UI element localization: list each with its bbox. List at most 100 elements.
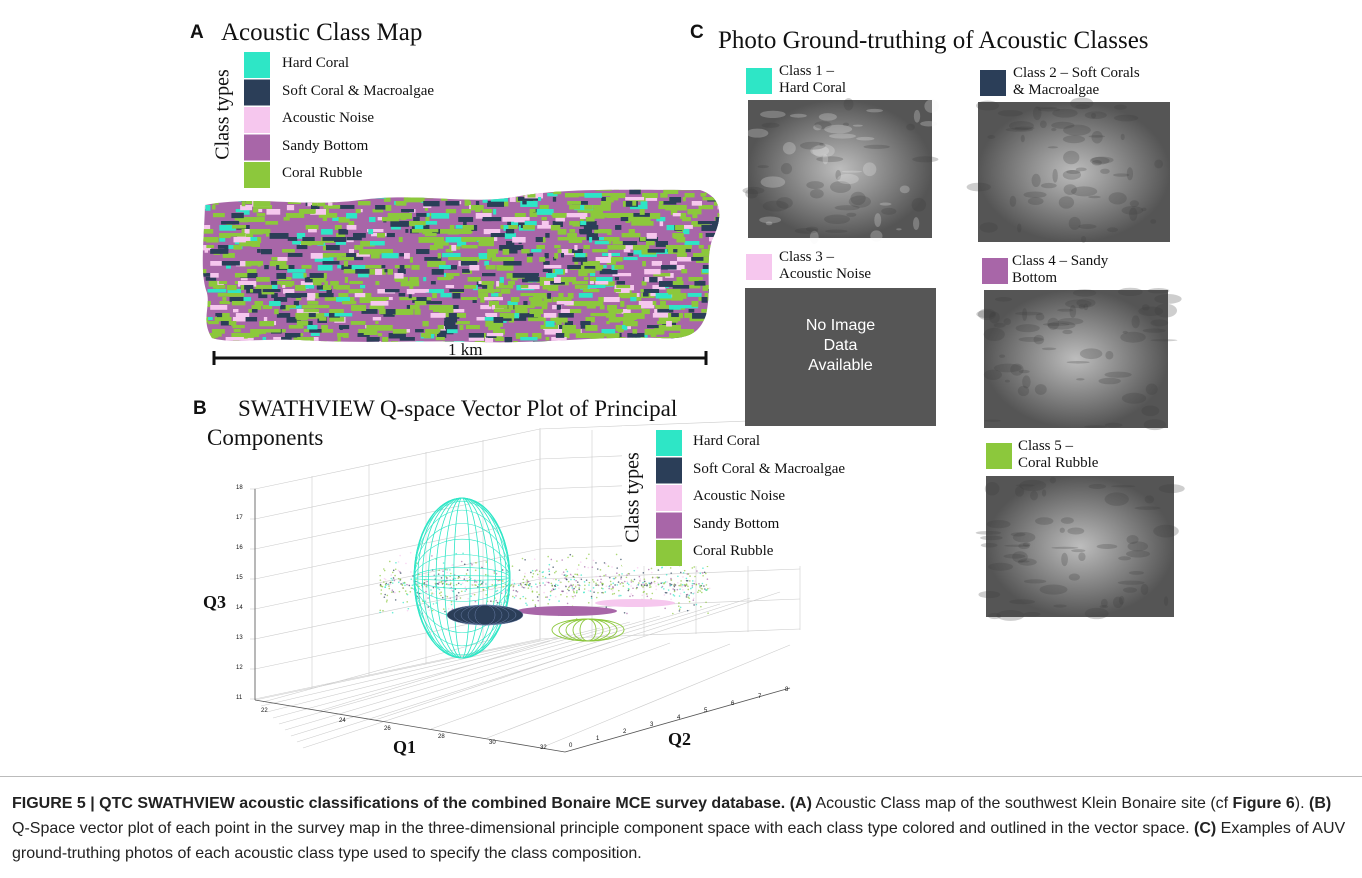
photo-texture xyxy=(1010,364,1023,376)
scatter-dot xyxy=(668,589,670,591)
map-patch xyxy=(212,205,215,210)
map-patch xyxy=(542,305,548,309)
map-patch xyxy=(207,289,226,293)
scatter-dot xyxy=(623,585,625,587)
photo-texture xyxy=(1048,146,1059,148)
map-patch xyxy=(396,201,407,206)
map-patch xyxy=(234,329,241,332)
photo-texture xyxy=(1040,120,1047,128)
map-patch xyxy=(205,249,208,253)
photo-texture xyxy=(864,145,890,149)
scatter-dot xyxy=(385,584,387,586)
photo-texture xyxy=(1121,134,1125,140)
photo-texture xyxy=(1010,196,1017,207)
scatter-dot xyxy=(515,595,517,597)
map-patch xyxy=(415,329,424,332)
photo-texture xyxy=(763,201,789,212)
map-patch xyxy=(407,197,422,202)
map-patch xyxy=(235,273,247,278)
scatter-dot xyxy=(549,599,551,601)
scatter-dot xyxy=(409,585,411,587)
scatter-dot xyxy=(639,580,641,582)
scatter-dot xyxy=(612,586,614,588)
scatter-dot xyxy=(702,583,704,585)
class-label: Class 3 – xyxy=(779,249,834,266)
scatter-dot xyxy=(588,590,590,592)
scatter-dot xyxy=(548,568,550,570)
scatter-dot xyxy=(389,588,391,590)
map-patch xyxy=(709,189,727,192)
map-patch xyxy=(560,185,565,189)
map-patch xyxy=(242,201,246,206)
map-patch xyxy=(628,253,634,256)
scatter-dot xyxy=(561,573,563,575)
scatter-dot xyxy=(446,572,448,574)
scatter-dot xyxy=(391,591,393,593)
scatter-dot xyxy=(577,581,579,583)
legend-label: Hard Coral xyxy=(282,55,349,72)
scatter-dot xyxy=(672,613,674,615)
scatter-dot xyxy=(610,584,612,586)
scatter-dot xyxy=(395,599,397,601)
scatter-dot xyxy=(661,567,663,569)
map-patch xyxy=(208,321,219,324)
class-ellipse xyxy=(436,498,488,658)
map-patch xyxy=(354,257,363,260)
map-patch xyxy=(713,317,719,323)
map-patch xyxy=(680,213,686,219)
photo-texture xyxy=(842,171,862,173)
x-tick-label: 30 xyxy=(489,740,496,746)
axis-label: Q1 xyxy=(393,737,416,758)
map-patch xyxy=(606,333,619,339)
scatter-dot xyxy=(674,591,676,593)
photo-texture xyxy=(1091,157,1113,164)
map-patch xyxy=(465,197,470,201)
scatter-dot xyxy=(688,573,690,575)
map-patch xyxy=(202,193,217,199)
photo-texture xyxy=(995,297,1012,302)
scatter-dot xyxy=(658,584,660,586)
photo-texture xyxy=(1150,219,1156,224)
class-ellipse xyxy=(517,606,617,616)
legend-label: Soft Coral & Macroalgae xyxy=(282,83,434,100)
map-patch xyxy=(226,265,231,269)
class-label: Coral Rubble xyxy=(1018,455,1098,472)
map-patch xyxy=(608,253,611,257)
map-patch xyxy=(277,313,290,318)
map-patch xyxy=(495,305,507,309)
map-patch xyxy=(345,277,348,283)
panel-letter: A xyxy=(190,22,204,44)
map-patch xyxy=(436,337,445,340)
scatter-dot xyxy=(440,595,442,597)
scatter-dot xyxy=(703,585,705,587)
scatter-dot xyxy=(447,596,449,598)
photo-texture xyxy=(1071,186,1097,196)
map-patch xyxy=(508,281,515,285)
scatter-dot xyxy=(535,606,537,608)
map-patch xyxy=(451,245,456,251)
photo-texture xyxy=(1079,304,1085,309)
plot-grid xyxy=(255,639,540,699)
map-patch xyxy=(548,285,559,291)
scatter-dot xyxy=(520,598,522,600)
scatter-dot xyxy=(624,581,626,583)
scatter-dot xyxy=(523,579,525,581)
photo-texture xyxy=(823,154,829,164)
map-patch xyxy=(629,229,635,234)
scatter-dot xyxy=(543,592,545,594)
photo-texture xyxy=(1097,544,1118,549)
scatter-dot xyxy=(475,569,477,571)
scatter-dot xyxy=(654,583,656,585)
map-patch xyxy=(288,253,303,257)
map-patch xyxy=(551,225,560,230)
map-patch xyxy=(589,237,592,242)
scatter-dot xyxy=(458,592,460,594)
map-patch xyxy=(448,257,463,260)
scatter-dot xyxy=(386,601,388,603)
map-patch xyxy=(297,245,308,249)
photo-texture xyxy=(880,203,892,206)
photo-texture xyxy=(1047,318,1059,330)
y-tick-label: 2 xyxy=(623,729,626,735)
scatter-dot xyxy=(532,570,534,572)
panel-letter: C xyxy=(690,22,704,44)
